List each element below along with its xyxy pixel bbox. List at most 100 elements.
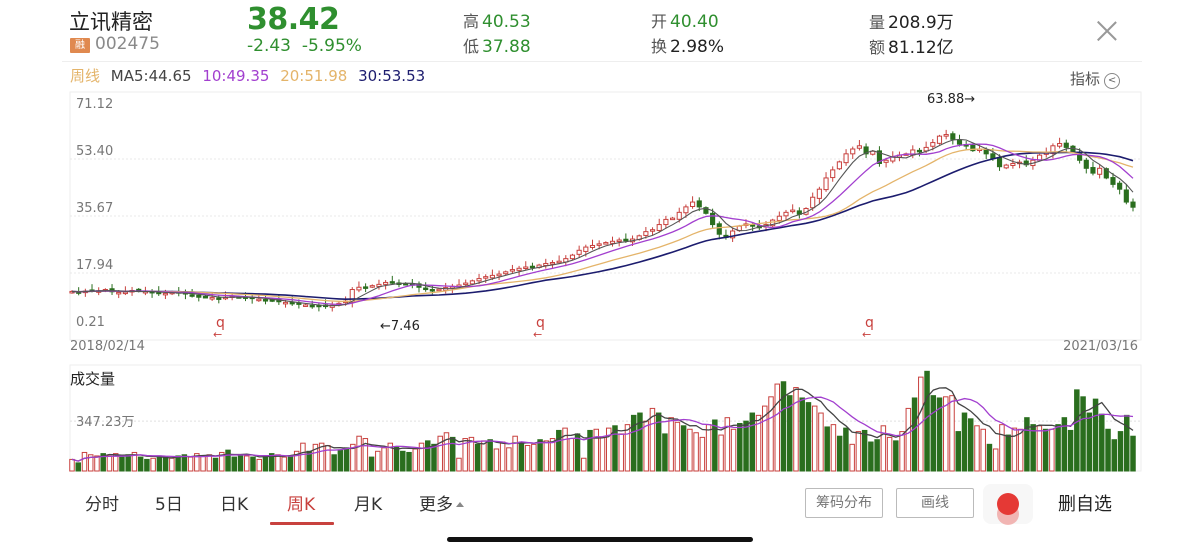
volume-bar — [918, 376, 924, 472]
candle — [923, 146, 929, 152]
volume-bar — [325, 445, 331, 472]
ma20-line — [71, 148, 1134, 303]
candle — [863, 146, 869, 155]
event-marker[interactable]: q — [865, 315, 874, 331]
volume-bar — [1099, 413, 1105, 472]
ma20-value: 20:51.98 — [280, 67, 348, 85]
volume-bar — [231, 456, 238, 472]
volume-bar — [643, 420, 649, 472]
current-price: 38.42 — [247, 2, 340, 37]
volume-panel-border — [69, 364, 1142, 472]
arrow-left-icon: ← — [862, 328, 871, 341]
volume-bar — [1111, 439, 1118, 472]
volume-bar — [524, 445, 531, 472]
volume-bar — [737, 422, 743, 472]
volume-bar — [1105, 428, 1111, 472]
candle — [1070, 145, 1076, 153]
candle — [529, 265, 536, 269]
ma-legend: 周线 MA5:44.65 10:49.35 20:51.98 30:53.53 — [70, 65, 431, 86]
candle — [356, 286, 362, 291]
candle — [1090, 167, 1096, 174]
x-axis-start: 2018/02/14 — [70, 339, 145, 354]
divider — [62, 61, 1142, 62]
volume-bar — [281, 456, 287, 472]
volume-bar — [674, 421, 681, 472]
volume-bar — [668, 417, 674, 472]
candle — [836, 161, 842, 170]
candle — [469, 280, 475, 285]
volume-bar — [899, 431, 905, 472]
tab-monthly-k[interactable]: 月K — [354, 495, 383, 515]
volume-bar — [1061, 417, 1068, 472]
tab-daily-k[interactable]: 日K — [220, 495, 249, 515]
volume-bar — [974, 425, 980, 472]
volume-bar — [818, 412, 824, 472]
candle — [363, 286, 369, 289]
volume-bar — [599, 436, 606, 472]
volume-bar — [512, 435, 518, 472]
tab-intraday[interactable]: 分时 — [85, 495, 119, 515]
tab-more[interactable]: 更多 — [419, 490, 464, 515]
candle — [843, 153, 849, 164]
volume-bar — [624, 424, 631, 472]
candle — [589, 244, 596, 248]
amount-value: 81.12亿 — [888, 38, 954, 58]
volume-bar — [705, 424, 712, 472]
remove-favorite-button[interactable]: 删自选 — [1058, 494, 1112, 515]
volume-bar — [768, 396, 774, 472]
record-button[interactable] — [983, 484, 1033, 525]
candle — [256, 298, 262, 302]
draw-line-button[interactable]: 画线 — [896, 488, 974, 518]
tab-weekly-k[interactable]: 周K — [287, 495, 316, 515]
volume-bar — [943, 396, 949, 472]
kline-chart[interactable]: 71.12 53.40 35.67 17.94 0.21 2018/02/14 2021/0… — [0, 90, 1200, 475]
volume-bar — [1092, 398, 1099, 472]
candle — [983, 149, 989, 155]
ma5-line — [71, 138, 1134, 307]
volume-bar — [687, 428, 693, 472]
volume-bar — [169, 457, 175, 472]
volume-bar — [562, 427, 568, 472]
volume-bar — [131, 451, 138, 472]
low-value: 37.88 — [482, 37, 531, 57]
volume-value: 208.9万 — [888, 13, 954, 33]
candle — [549, 262, 556, 265]
volume-bar — [137, 456, 144, 472]
volume-bar — [612, 425, 618, 472]
stat-open: 开 40.40 — [651, 12, 719, 32]
volume-bar — [1017, 428, 1024, 472]
candle — [262, 299, 269, 302]
candle — [489, 274, 495, 279]
volume-bar — [449, 436, 456, 472]
volume-bar — [237, 454, 244, 472]
volume-bar — [1011, 427, 1018, 472]
volume-bar — [493, 448, 500, 472]
event-marker[interactable]: q — [216, 315, 225, 331]
volume-bar — [1086, 412, 1093, 472]
candle — [936, 135, 943, 144]
event-marker[interactable]: q — [536, 315, 545, 331]
volume-bar — [805, 402, 812, 472]
volume-bar — [618, 433, 624, 472]
y-axis-label: 53.40 — [76, 144, 113, 159]
volume-bar — [119, 456, 125, 472]
indicator-button[interactable]: 指标 < — [1070, 68, 1121, 89]
volume-bar — [886, 436, 893, 472]
candle — [603, 242, 609, 245]
volume-bar — [1049, 428, 1055, 472]
tab-5day[interactable]: 5日 — [155, 495, 183, 515]
close-icon[interactable] — [1096, 20, 1118, 42]
candle — [656, 224, 662, 231]
candle — [116, 291, 122, 295]
candle — [883, 159, 889, 163]
volume-bar — [81, 451, 88, 472]
chip-distribution-button[interactable]: 筹码分布 — [805, 488, 883, 518]
volume-bar — [967, 418, 974, 472]
y-axis-label: 71.12 — [76, 97, 113, 112]
volume-ref-label: 347.23万 — [76, 415, 135, 430]
volume-bar — [693, 432, 699, 472]
volume-bar — [911, 397, 918, 472]
volume-bar — [287, 455, 294, 472]
arrow-left-icon: ← — [533, 328, 542, 341]
volume-bar — [718, 434, 724, 472]
